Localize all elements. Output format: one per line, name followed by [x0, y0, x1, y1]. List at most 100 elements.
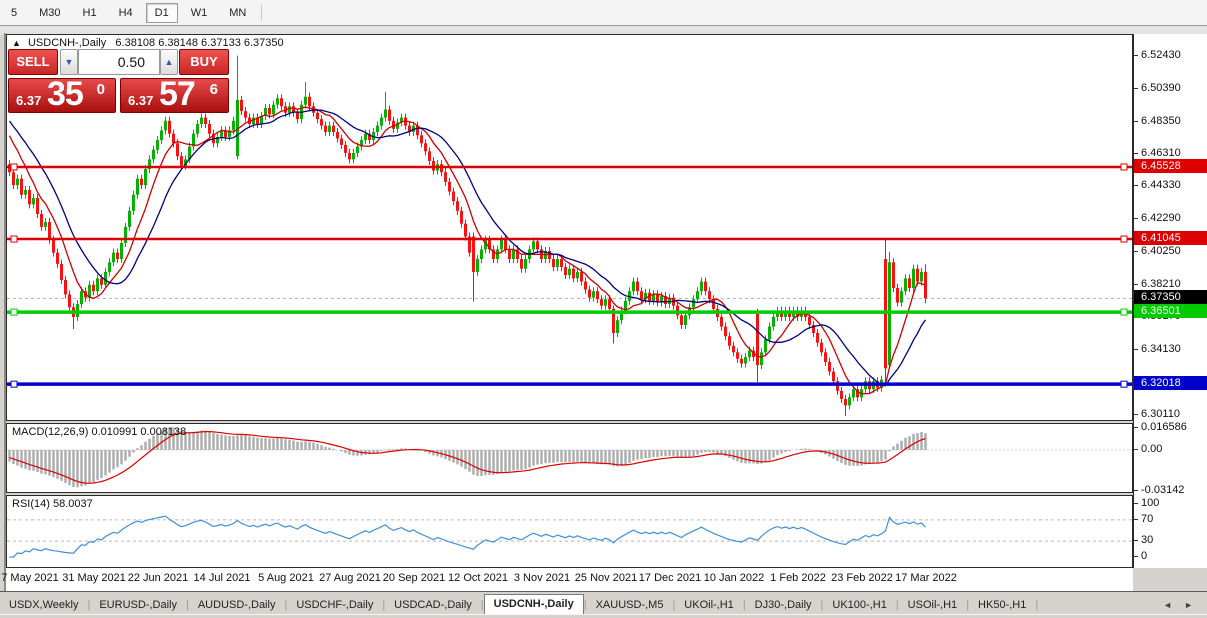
chart-tab-USOil-H1[interactable]: USOil-,H1 — [907, 599, 958, 611]
candle-up — [236, 99, 239, 157]
line-handle[interactable] — [1120, 308, 1128, 316]
line-handle[interactable] — [10, 163, 18, 171]
volume-decrease-button[interactable]: ▼ — [60, 49, 78, 75]
line-handle[interactable] — [10, 380, 18, 388]
candle-down — [52, 239, 55, 253]
rsi-indicator-panel[interactable]: RSI(14) 58.0037 — [6, 495, 1133, 568]
chart-tab-UKOil-H1[interactable]: UKOil-,H1 — [684, 599, 734, 611]
candle-up — [604, 299, 607, 306]
timeframe-button-M30[interactable]: M30 — [39, 6, 61, 19]
candle-up — [920, 271, 923, 282]
toolbar-separator — [0, 25, 1207, 35]
candle-down — [564, 267, 567, 276]
candle-down — [812, 324, 815, 334]
window-left-frame — [4, 33, 6, 591]
chart-tab-HK50-H1[interactable]: HK50-,H1 — [978, 599, 1027, 611]
candle-up — [128, 210, 131, 227]
candle-down — [820, 342, 823, 353]
candle-down — [460, 210, 463, 224]
line-handle[interactable] — [10, 308, 18, 316]
rsi-tick-70: 70 — [1133, 512, 1154, 525]
tab-scroll-right-button[interactable]: ► — [1184, 600, 1193, 610]
line-handle[interactable] — [1120, 163, 1128, 171]
timeframe-toolbar: 5 M30 H1 H4 D1 W1 MN — [0, 0, 1207, 25]
timeframe-button-MN[interactable]: MN — [229, 6, 247, 19]
chart-tab-AUDUSD-Daily[interactable]: AUDUSD-,Daily — [197, 599, 276, 611]
candle-down — [596, 291, 599, 300]
candle-up — [476, 259, 479, 272]
line-handle[interactable] — [1120, 235, 1128, 243]
collapse-triangle-icon[interactable]: ▲ — [12, 38, 21, 48]
candle-down — [832, 371, 835, 382]
price-axis[interactable]: 6.52430 6.50390 6.48350 6.46310 6.44330 6.422… — [1133, 34, 1207, 568]
candle-down — [284, 106, 287, 113]
line-handle[interactable] — [1120, 380, 1128, 388]
candle-down — [452, 191, 455, 202]
candle-up — [288, 106, 291, 113]
tab-scroll-left-button[interactable]: ◄ — [1163, 600, 1173, 610]
candle-up — [912, 268, 915, 288]
candle-down — [240, 99, 243, 112]
chart-tab-USDCAD-Daily[interactable]: USDCAD-,Daily — [394, 599, 472, 611]
chart-tab-DJ30-Daily[interactable]: DJ30-,Daily — [754, 599, 812, 611]
candle-down — [808, 316, 811, 325]
line-handle[interactable] — [10, 235, 18, 243]
candle-up — [156, 140, 159, 150]
buy-button[interactable]: BUY — [179, 49, 229, 75]
candle-down — [816, 333, 819, 343]
volume-increase-button[interactable]: ▲ — [160, 49, 178, 75]
volume-input[interactable] — [78, 49, 160, 75]
candle-down — [208, 124, 211, 134]
macd-tick-0.00: 0.00 — [1133, 443, 1163, 455]
candle-up — [616, 320, 619, 334]
chart-tab-USDCNH-Daily[interactable]: USDCNH-,Daily — [483, 594, 584, 615]
chart-tab-USDX-Weekly[interactable]: USDX,Weekly — [9, 599, 79, 611]
sell-price-box[interactable]: 6.37 35 0 — [8, 75, 116, 113]
timeframe-button-D1[interactable]: D1 — [145, 2, 178, 23]
candle-down — [180, 156, 183, 166]
chart-tab-XAUUSD-M5[interactable]: XAUUSD-,M5 — [595, 599, 664, 611]
timeframe-button-5[interactable]: 5 — [11, 6, 18, 19]
candle-down — [320, 119, 323, 126]
price-tick-6.42290: 6.42290 — [1134, 212, 1181, 225]
candle-up — [480, 249, 483, 260]
timeframe-button-H1[interactable]: H1 — [82, 6, 97, 19]
price-tick-6.50390: 6.50390 — [1134, 81, 1181, 94]
timeframe-button-H4[interactable]: H4 — [118, 6, 133, 19]
candle-up — [160, 130, 163, 141]
candle-up — [484, 239, 487, 250]
candle-down — [740, 358, 743, 364]
candle-up — [44, 222, 47, 227]
candle-down — [176, 143, 179, 157]
candle-up — [96, 278, 99, 292]
buy-price-prefix: 6.37 — [128, 93, 154, 108]
candle-down — [732, 345, 735, 353]
timeframe-button-W1[interactable]: W1 — [190, 6, 208, 19]
macd-indicator-panel[interactable]: MACD(12,26,9) 0.010991 0.008138 — [6, 423, 1133, 493]
price-chart-canvas[interactable] — [7, 35, 1132, 420]
hline-price-label: 6.41045 — [1134, 231, 1207, 246]
date-axis[interactable]: 7 May 2021 31 May 2021 22 Jun 2021 14 Jul 2… — [1, 568, 1133, 591]
candle-up — [120, 242, 123, 260]
sell-button[interactable]: SELL — [8, 49, 58, 75]
price-tick-6.30110: 6.30110 — [1134, 407, 1180, 420]
date-label: 14 Jul 2021 — [193, 572, 251, 584]
candle-down — [388, 109, 391, 121]
price-tick-6.40250: 6.40250 — [1134, 244, 1181, 257]
chart-tab-EURUSD-Daily[interactable]: EURUSD-,Daily — [99, 599, 177, 611]
candle-up — [16, 178, 19, 186]
tab-separator: | — [1035, 599, 1039, 611]
candle-up — [164, 120, 167, 131]
chart-tab-USDCHF-Daily[interactable]: USDCHF-,Daily — [296, 599, 374, 611]
chart-tab-UK100-H1[interactable]: UK100-,H1 — [832, 599, 887, 611]
candle-up — [360, 140, 363, 147]
candle-down — [648, 292, 651, 301]
candle-down — [756, 312, 759, 366]
tab-separator: | — [895, 599, 899, 611]
candle-down — [836, 381, 839, 391]
tab-separator: | — [87, 599, 91, 611]
candle-down — [708, 291, 711, 300]
buy-price-box[interactable]: 6.37 57 6 — [120, 75, 229, 113]
candle-down — [924, 271, 927, 299]
candle-up — [764, 339, 767, 353]
